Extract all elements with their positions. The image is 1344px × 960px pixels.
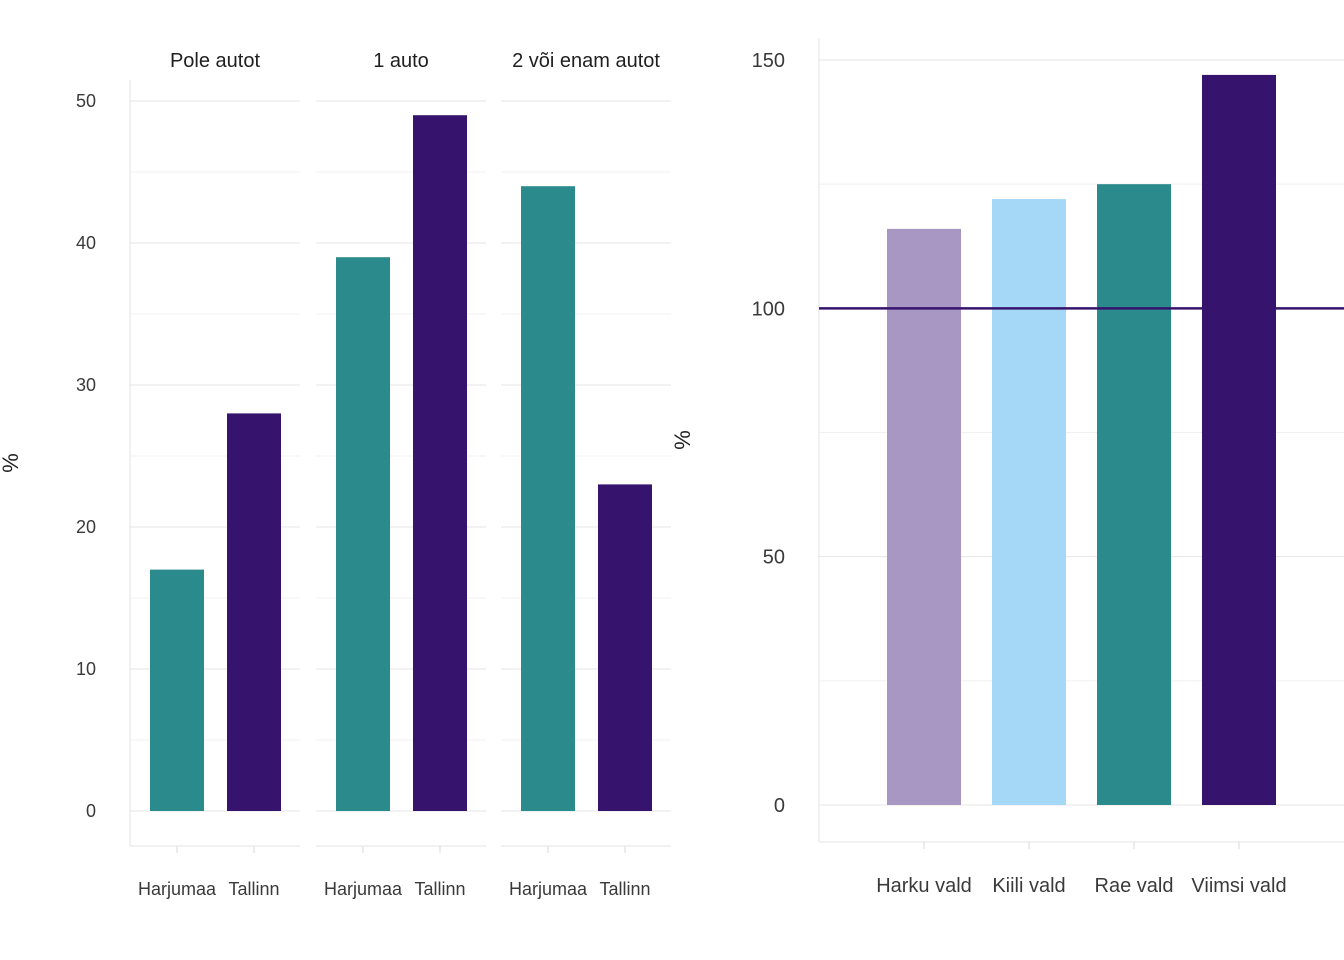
bar-harjumaa [336,257,390,811]
bar-tallinn [598,484,652,811]
facet-panel: 2 või enam autot Harjumaa Tallinn [501,50,671,899]
bar-harku-vald [887,228,961,805]
x-tick-label: Rae vald [1095,875,1174,897]
facet-title: Pole autot [170,50,261,72]
left-y-axis-title: % [0,453,23,473]
right-y-tick-label: 150 [752,50,785,72]
right-bar-chart: % 0 50 100 150 Harku vald Kiili vald Rae vald Vi… [670,38,1344,897]
left-y-tick-label: 40 [76,233,96,253]
right-y-tick-label: 0 [774,795,785,817]
left-y-tick-label: 10 [76,659,96,679]
x-tick-label: Tallinn [414,879,465,899]
bar-tallinn [413,115,467,811]
facet-title: 2 või enam autot [512,50,660,72]
facet-panel: Pole autot Harjumaa Tallinn [129,50,300,899]
x-tick-label: Harku vald [876,875,972,897]
bar-harjumaa [521,186,575,811]
right-y-axis-title: % [670,430,695,450]
facet-panel: 1 auto Harjumaa Tallinn [316,50,486,899]
x-tick-label: Harjumaa [138,879,217,899]
left-y-tick-label: 50 [76,91,96,111]
bar-harjumaa [150,569,204,811]
bar-viimsi-vald [1202,74,1276,805]
left-y-tick-label: 30 [76,375,96,395]
left-y-tick-label: 0 [86,801,96,821]
bar-rae-vald [1097,184,1171,805]
x-tick-label: Harjumaa [509,879,588,899]
bar-kiili-vald [992,199,1066,806]
x-tick-label: Harjumaa [324,879,403,899]
x-tick-label: Kiili vald [992,875,1065,897]
right-y-tick-label: 50 [763,547,785,569]
facet-title: 1 auto [373,50,429,72]
x-tick-label: Tallinn [599,879,650,899]
left-y-tick-label: 20 [76,517,96,537]
right-y-tick-label: 100 [752,298,785,320]
x-tick-label: Viimsi vald [1191,875,1286,897]
x-tick-label: Tallinn [228,879,279,899]
bar-tallinn [227,413,281,811]
